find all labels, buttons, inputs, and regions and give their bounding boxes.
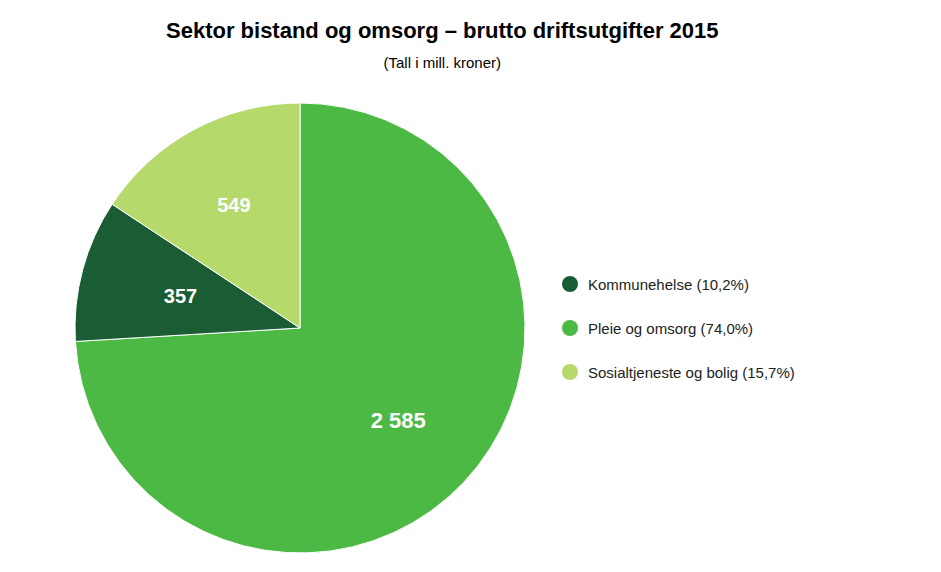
- chart-svg: Sektor bistand og omsorg – brutto drifts…: [0, 0, 941, 572]
- legend-marker: [562, 276, 578, 292]
- data-label: 549: [217, 194, 250, 216]
- pie: [75, 103, 525, 553]
- data-label: 357: [164, 285, 197, 307]
- title: Sektor bistand og omsorg – brutto drifts…: [166, 18, 719, 43]
- legend-label: Kommunehelse (10,2%): [588, 276, 749, 293]
- legend-marker: [562, 320, 578, 336]
- subtitle: (Tall i mill. kroner): [384, 54, 502, 71]
- chart-container: Sektor bistand og omsorg – brutto drifts…: [0, 0, 941, 572]
- legend: Kommunehelse (10,2%) Pleie og omsorg (74,…: [562, 276, 795, 381]
- legend-marker: [562, 364, 578, 380]
- legend-label: Sosialtjeneste og bolig (15,7%): [588, 364, 795, 381]
- data-label: 2 585: [371, 408, 426, 433]
- legend-label: Pleie og omsorg (74,0%): [588, 320, 753, 337]
- pie-slice: [75, 103, 525, 553]
- data-labels: 2 585 357 549: [164, 194, 426, 433]
- background: [0, 0, 941, 572]
- pie-slice: [112, 103, 300, 328]
